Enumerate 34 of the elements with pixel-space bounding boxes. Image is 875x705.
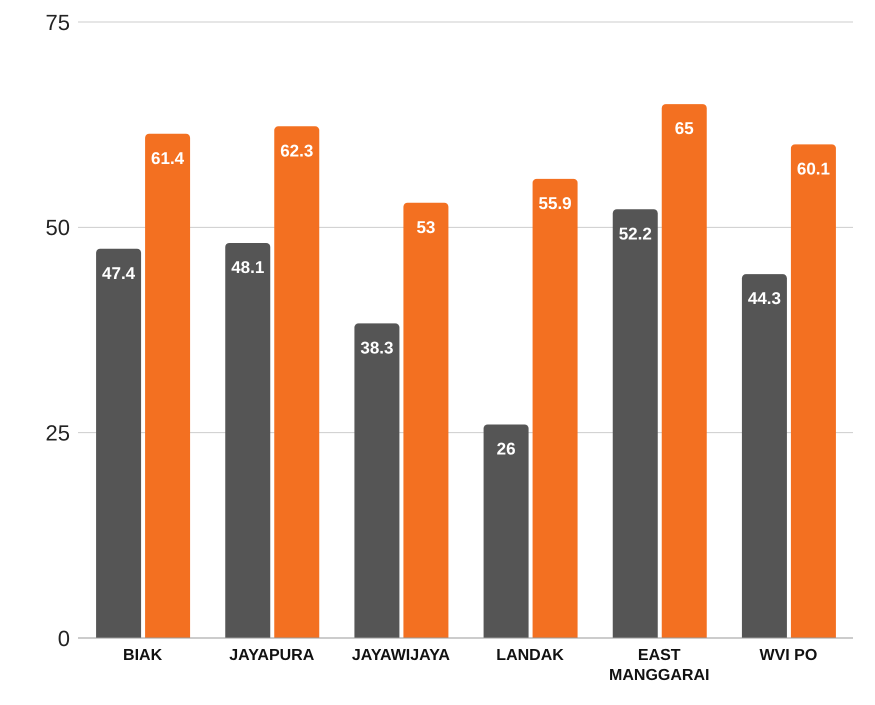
data-label: 47.4 xyxy=(102,264,136,283)
bar xyxy=(484,424,529,638)
x-tick-label: WVI PO xyxy=(760,647,818,664)
y-tick-label: 25 xyxy=(46,420,70,446)
bar xyxy=(145,134,190,638)
x-tick-label: JAYAWIJAYA xyxy=(352,647,450,664)
data-label: 53 xyxy=(416,218,436,237)
bar xyxy=(96,248,142,638)
data-label: 52.2 xyxy=(618,224,652,244)
data-label: 26 xyxy=(496,440,516,459)
bar xyxy=(612,209,658,638)
data-label: 38.3 xyxy=(360,338,394,358)
x-tick-label: EAST MANGGARAI xyxy=(609,647,710,684)
y-tick-label: 75 xyxy=(46,10,70,35)
bar xyxy=(662,104,707,638)
y-tick-label: 0 xyxy=(58,626,70,651)
x-tick-label: JAYAPURA xyxy=(229,647,315,664)
bar xyxy=(274,126,320,638)
data-label: 44.3 xyxy=(748,289,781,308)
bar xyxy=(790,144,836,638)
bar xyxy=(742,274,787,638)
bar xyxy=(225,242,270,638)
data-label: 55.9 xyxy=(538,194,572,213)
bar xyxy=(403,202,448,638)
x-tick-label: BIAK xyxy=(123,647,163,664)
x-tick-label: LANDAK xyxy=(496,647,564,664)
data-label: 65 xyxy=(674,119,694,138)
data-label: 62.3 xyxy=(280,141,314,160)
bar xyxy=(354,323,400,638)
data-label: 48.1 xyxy=(231,258,264,278)
bar xyxy=(532,178,578,638)
data-label: 60.1 xyxy=(796,159,830,178)
data-label: 61.4 xyxy=(151,148,185,168)
y-tick-label: 50 xyxy=(46,215,70,240)
